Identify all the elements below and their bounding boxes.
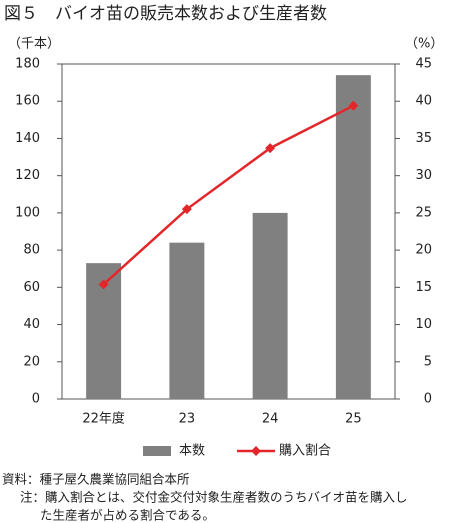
plot-frame — [61, 63, 396, 400]
x-tick-label: 24 — [262, 412, 279, 427]
chart-title: 図５ バイオ苗の販売本数および生産者数 — [4, 4, 327, 24]
y2-tick-label: 5 — [424, 354, 432, 369]
line-marker — [348, 100, 359, 111]
legend-label: 購入割合 — [279, 443, 331, 459]
y-tick-label: 80 — [23, 243, 40, 258]
line — [102, 104, 354, 286]
bar — [335, 75, 371, 400]
y2-tick-label: 15 — [415, 280, 432, 295]
legend-label: 本数 — [179, 444, 205, 459]
line-marker — [98, 279, 109, 290]
x-tick-label: 23 — [179, 412, 196, 427]
y2-tick-label: 35 — [415, 131, 432, 146]
x-tick-label: 25 — [345, 412, 362, 427]
line-marker — [265, 143, 276, 154]
y-tick-label: 120 — [15, 168, 40, 183]
y-tick-label: 180 — [15, 57, 40, 72]
note: 注：購入割合とは、交付金交付対象生産者数のうちバイオ苗を購入し — [20, 490, 408, 505]
y2-tick-label: 25 — [415, 205, 432, 220]
y2-tick-label: 45 — [415, 57, 432, 72]
y2-tick-label: 20 — [415, 243, 432, 258]
y2-tick-label: 30 — [415, 168, 432, 183]
y-tick-label: 20 — [23, 354, 40, 369]
note: た生産者が占める割合である。 — [40, 508, 215, 523]
y-tick-label: 60 — [23, 280, 40, 295]
y-tick-label: 160 — [15, 94, 40, 109]
legend-swatch — [143, 446, 171, 456]
y2-tick-label: 40 — [415, 94, 432, 109]
y-tick-label: 140 — [15, 131, 40, 146]
y2-tick-label: 10 — [415, 317, 432, 332]
note: 資料：種子屋久農業協同組合本所 — [2, 472, 190, 487]
y2-tick-label: 0 — [424, 392, 432, 407]
x-tick-label: 22年度 — [82, 411, 125, 427]
y-tick-label: 0 — [32, 392, 40, 407]
y-axis-label: （千本） — [8, 37, 60, 52]
bar — [252, 212, 288, 399]
bar — [169, 242, 205, 399]
y-tick-label: 100 — [15, 205, 40, 220]
line-marker — [251, 446, 262, 456]
line-marker — [181, 204, 192, 215]
y2-axis-label: （%） — [405, 37, 443, 52]
y-tick-label: 40 — [23, 317, 40, 332]
